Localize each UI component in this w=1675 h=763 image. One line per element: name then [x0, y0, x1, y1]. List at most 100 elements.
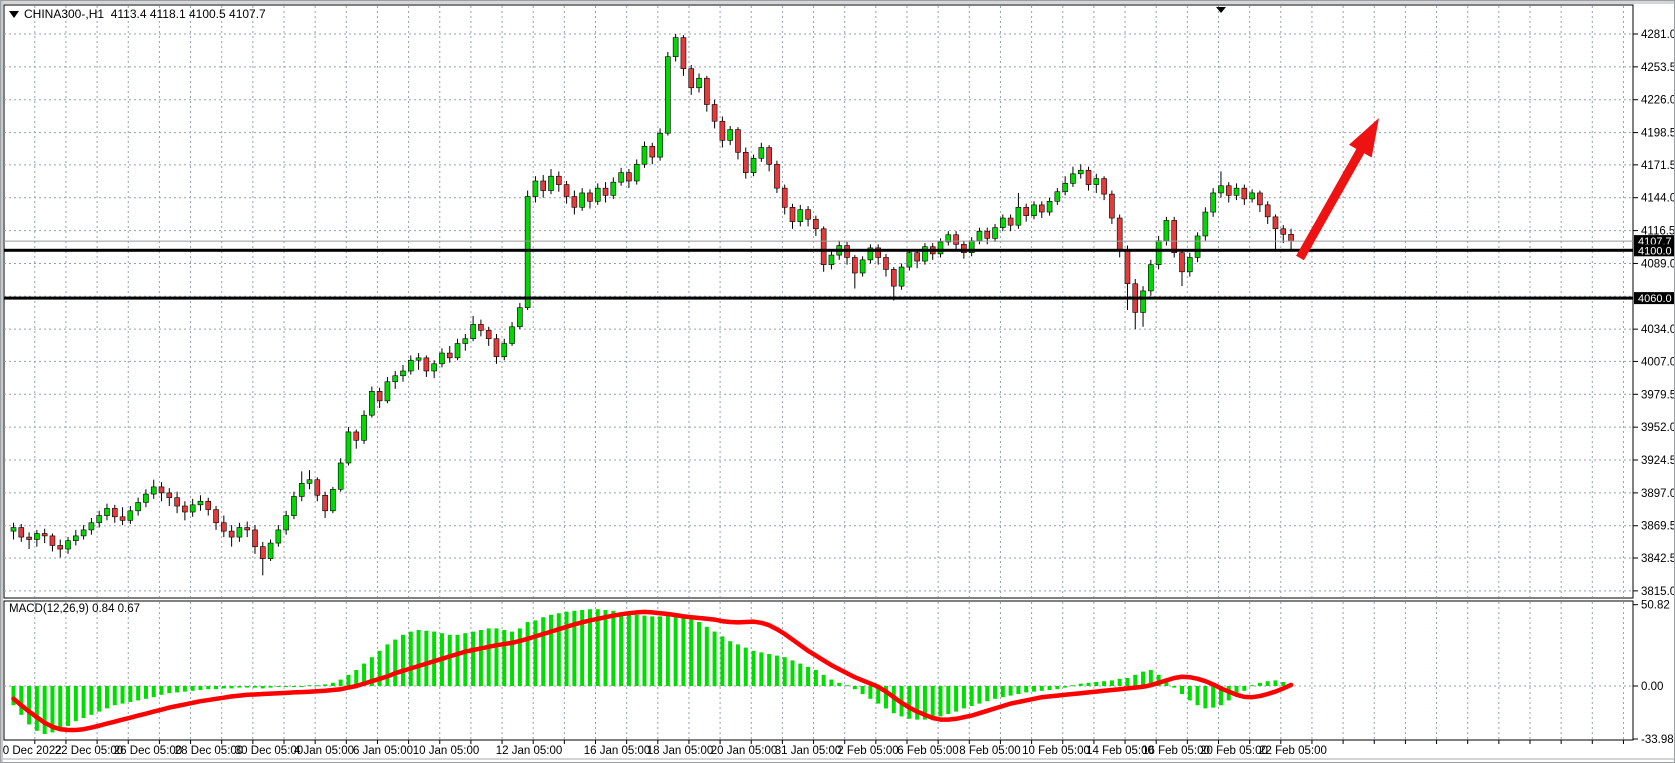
time-axis-label[interactable]: 6 Jan 05:00 [353, 745, 413, 757]
price-tag-bg [1634, 235, 1674, 248]
macd-panel[interactable] [3, 600, 1634, 741]
macd-histogram-bar [993, 686, 998, 699]
candle [735, 129, 741, 153]
candle [1038, 204, 1045, 213]
time-axis-label[interactable]: 22 Dec 05:00 [55, 745, 123, 757]
candle [758, 147, 765, 159]
macd-histogram-bar [852, 686, 857, 690]
macd-histogram-bar [307, 685, 312, 687]
symbol-dropdown-icon[interactable] [9, 10, 19, 18]
window-edge-left [1, 1, 3, 762]
candle [797, 209, 804, 222]
time-axis-label[interactable]: 16 Jan 05:00 [584, 745, 651, 757]
candle [221, 522, 227, 532]
time-axis-label[interactable]: 18 Jan 05:00 [647, 745, 714, 757]
macd-histogram-bar [587, 609, 592, 686]
macd-histogram-bar [346, 674, 351, 686]
candle [1054, 191, 1061, 202]
macd-histogram-bar [104, 686, 109, 709]
time-axis-label[interactable]: 14 Feb 05:00 [1086, 745, 1154, 757]
macd-histogram-bar [284, 686, 289, 687]
macd-histogram-bar [549, 614, 554, 686]
macd-histogram-bar [276, 686, 281, 687]
time-axis-label[interactable]: 28 Dec 05:00 [175, 745, 243, 757]
candle [1272, 216, 1279, 230]
macd-histogram-bar [128, 686, 133, 702]
price-axis-label: 3842.5 [1641, 553, 1675, 565]
macd-histogram-bar [533, 620, 538, 686]
candle [922, 246, 928, 262]
macd-histogram-bar [1164, 681, 1169, 686]
candle [119, 516, 126, 521]
candle [415, 357, 422, 361]
candle [883, 257, 889, 270]
macd-histogram-bar [1195, 686, 1200, 706]
time-axis-label[interactable]: 31 Jan 05:00 [775, 745, 842, 757]
candle [252, 529, 258, 547]
macd-histogram-bar [1187, 686, 1192, 701]
candle [88, 522, 95, 531]
macd-histogram-bar [774, 655, 779, 686]
macd-histogram-bar [1156, 674, 1161, 686]
candle [501, 343, 508, 357]
macd-histogram-bar [572, 610, 577, 686]
macd-histogram-bar [1242, 686, 1247, 691]
candle [1070, 173, 1076, 184]
macd-histogram-bar [673, 615, 678, 686]
time-axis-label[interactable]: 8 Feb 05:00 [959, 745, 1020, 757]
time-axis-label[interactable]: 4 Jan 05:00 [294, 745, 354, 757]
candle [610, 181, 617, 196]
trend-arrow-head[interactable] [1349, 118, 1379, 158]
macd-histogram-bar [1024, 686, 1029, 693]
candle [189, 504, 196, 513]
macd-histogram-bar [790, 660, 795, 686]
macd-histogram-bar [541, 617, 546, 686]
price-axis-label: 4198.5 [1641, 128, 1675, 140]
macd-histogram-bar [626, 614, 631, 686]
candle [1023, 206, 1030, 216]
macd-indicator-label: MACD(12,26,9) 0.84 0.67 [9, 603, 140, 615]
candle [1280, 228, 1287, 235]
macd-histogram-bar [915, 686, 920, 720]
macd-histogram-bar [946, 686, 951, 714]
macd-histogram-bar [556, 613, 561, 686]
macd-histogram-bar [81, 686, 86, 718]
candle [73, 535, 79, 541]
macd-histogram-bar [759, 652, 764, 686]
time-axis-label[interactable]: 22 Feb 05:00 [1259, 745, 1327, 757]
chart-shift-marker-icon[interactable] [1216, 7, 1226, 13]
macd-histogram-bar [66, 686, 71, 726]
time-axis-label[interactable]: 12 Jan 05:00 [496, 745, 563, 757]
macd-histogram-bar [369, 657, 374, 686]
time-axis-label[interactable]: 20 Dec 2022 [1, 745, 62, 757]
macd-histogram-bar [1055, 686, 1060, 690]
candle [423, 357, 430, 372]
time-axis-label[interactable]: 10 Jan 05:00 [413, 745, 480, 757]
time-axis-label[interactable]: 6 Feb 05:00 [897, 745, 958, 757]
price-panel[interactable] [3, 4, 1634, 599]
macd-histogram-bar [728, 641, 733, 686]
macd-histogram-bar [11, 686, 16, 706]
horizontal-line-4060[interactable] [4, 296, 1633, 300]
time-axis-label[interactable]: 30 Dec 05:00 [235, 745, 303, 757]
macd-histogram-bar [385, 644, 390, 686]
time-axis-label[interactable]: 10 Feb 05:00 [1022, 745, 1090, 757]
time-axis-label[interactable]: 2 Feb 05:00 [837, 745, 898, 757]
time-axis-label[interactable]: 20 Jan 05:00 [711, 745, 778, 757]
price-axis-label: 3869.5 [1641, 521, 1675, 533]
horizontal-line-4100[interactable] [4, 248, 1633, 252]
candle [1109, 193, 1115, 219]
macd-histogram-bar [1234, 686, 1239, 696]
trend-arrow-shaft[interactable] [1296, 143, 1368, 261]
candle [65, 540, 71, 550]
time-axis-label[interactable]: 26 Dec 05:00 [114, 745, 182, 757]
macd-histogram-bar [455, 634, 460, 686]
candle [1257, 192, 1263, 206]
time-axis-label[interactable]: 16 Feb 05:00 [1142, 745, 1210, 757]
time-axis-label[interactable]: 20 Feb 05:00 [1200, 745, 1268, 757]
candle [330, 488, 336, 512]
macd-histogram-bar [221, 686, 226, 689]
price-axis-label: 3924.5 [1641, 455, 1675, 467]
